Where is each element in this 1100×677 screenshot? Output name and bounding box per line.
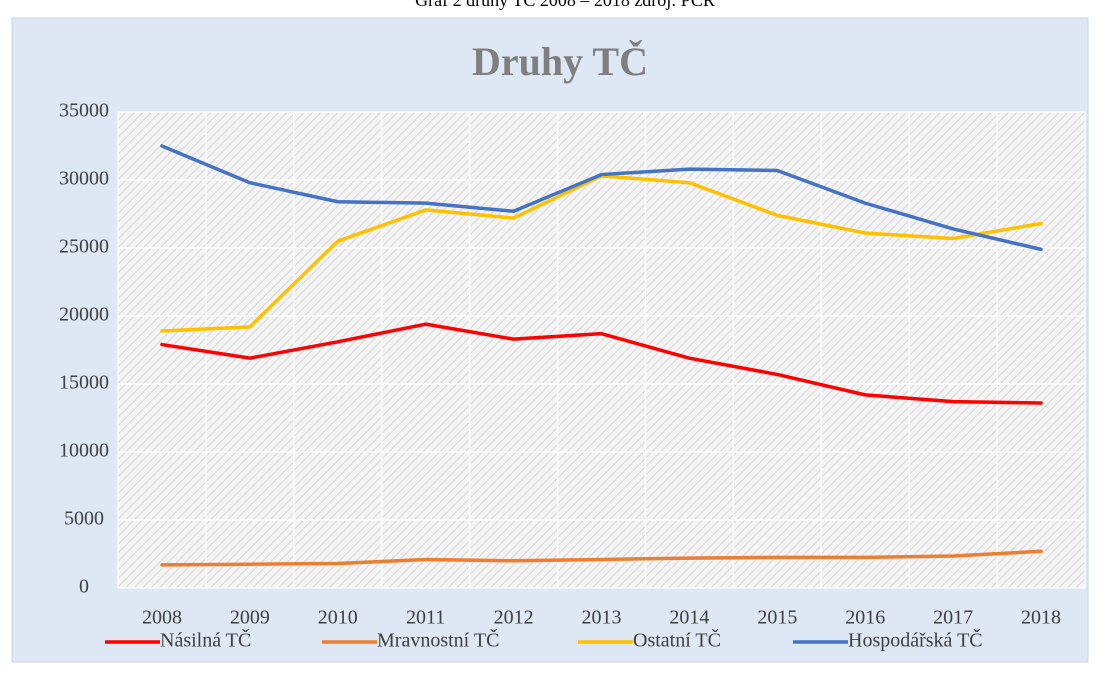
legend-label: Ostatní TČ <box>633 628 721 652</box>
y-tick-label: 5000 <box>64 508 104 530</box>
caption: Graf 2 druhy TČ 2008 – 2018 zdroj: PČR <box>415 0 715 10</box>
x-tick-label: 2017 <box>933 607 973 629</box>
x-tick-label: 2008 <box>142 607 182 629</box>
y-tick-label: 15000 <box>59 372 109 394</box>
chart-title: Druhy TČ <box>472 39 648 84</box>
y-tick-label: 20000 <box>59 304 109 326</box>
legend-label: Násilná TČ <box>160 628 251 652</box>
y-tick-label: 10000 <box>59 440 109 462</box>
y-tick-label: 30000 <box>59 168 109 190</box>
x-tick-label: 2014 <box>669 607 709 629</box>
x-tick-label: 2012 <box>494 607 534 629</box>
y-tick-label: 35000 <box>59 100 109 122</box>
x-tick-label: 2015 <box>757 607 797 629</box>
y-tick-label: 25000 <box>59 236 109 258</box>
x-tick-label: 2010 <box>318 607 358 629</box>
series-line <box>160 322 1043 405</box>
plot-area <box>118 112 1085 588</box>
y-tick-label: 0 <box>79 576 89 598</box>
x-tick-label: 2018 <box>1021 607 1061 629</box>
x-tick-label: 2011 <box>406 607 445 629</box>
x-tick-label: 2013 <box>582 607 622 629</box>
legend-label: Mravnostní TČ <box>377 628 499 652</box>
series-line <box>160 549 1043 567</box>
x-tick-label: 2009 <box>230 607 270 629</box>
legend-label: Hospodářská TČ <box>848 628 983 652</box>
series-line <box>160 144 1043 252</box>
x-tick-label: 2016 <box>845 607 885 629</box>
